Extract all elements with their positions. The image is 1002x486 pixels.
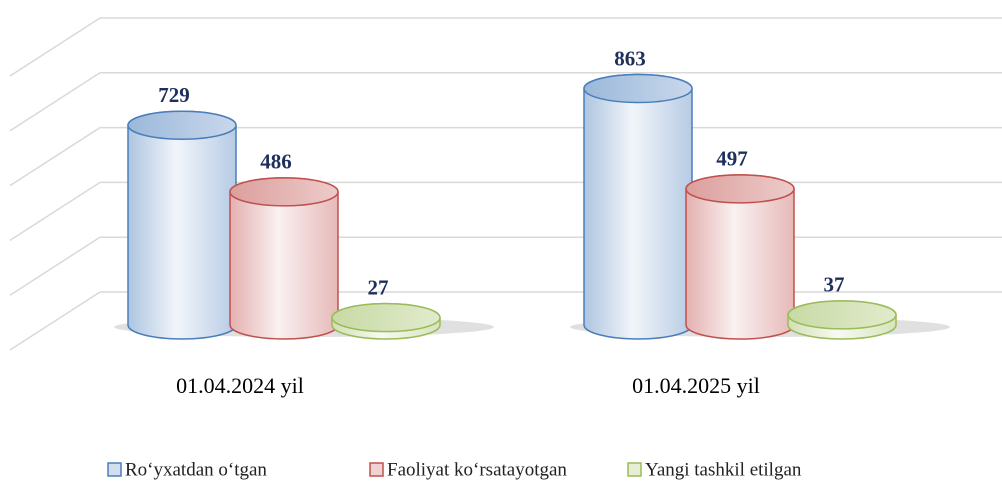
grid-line-side [9, 236, 101, 296]
x-tick-label: 01.04.2025 yil [632, 373, 760, 398]
legend-label: Yangi tashkil etilgan [645, 459, 802, 480]
cylinder-top [127, 110, 237, 141]
grid-line-side [9, 181, 101, 242]
cylinder-top [583, 73, 693, 104]
grid-line-side [9, 17, 101, 77]
cylinder [127, 110, 237, 340]
data-label: 486 [260, 150, 292, 174]
legend-label: Faoliyat ko‘rsatayotgan [387, 459, 567, 480]
data-label: 863 [614, 46, 646, 70]
grid-line-side [9, 126, 101, 187]
data-label: 27 [368, 275, 389, 299]
legend-label: Ro‘yxatdan o‘tgan [125, 459, 267, 480]
legend-swatch [107, 462, 122, 477]
legend-swatch [369, 462, 384, 477]
x-tick-label: 01.04.2024 yil [176, 373, 304, 398]
grid-line-side [9, 291, 101, 351]
data-label: 37 [824, 273, 845, 297]
legend-swatch [627, 462, 642, 477]
cylinder-top [229, 177, 339, 207]
grid-line-side [9, 72, 101, 132]
data-label: 729 [158, 83, 190, 107]
cylinder-top [787, 300, 897, 330]
data-label: 497 [716, 147, 748, 171]
cylinder [583, 73, 693, 340]
cylinder-top [331, 302, 441, 333]
cylinder-top [685, 174, 795, 204]
